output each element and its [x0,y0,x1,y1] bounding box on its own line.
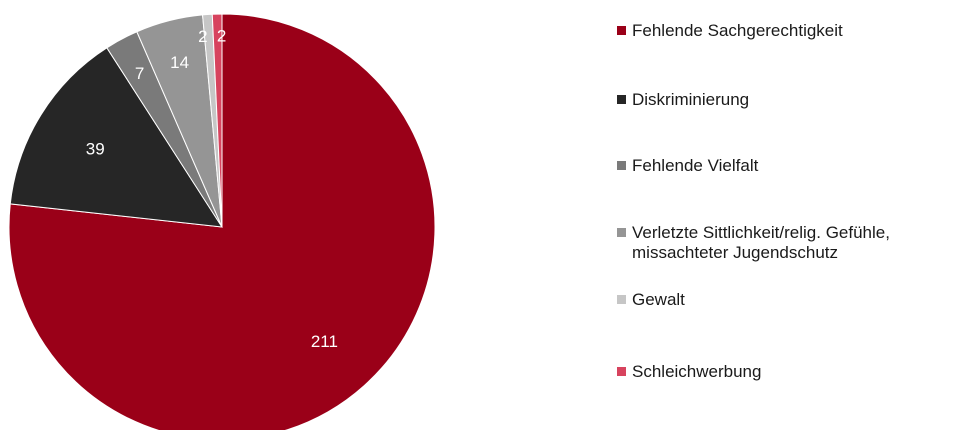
pie-chart: 211 39 7 14 2 2 [8,13,436,430]
legend-swatch [617,367,626,376]
legend-swatch [617,295,626,304]
pie-data-labels: 211 39 7 14 2 2 [86,26,338,351]
pie-slice [8,13,436,430]
pie-data-label: 2 [198,27,207,46]
legend-item: Diskriminierung [617,90,749,110]
legend-item: Fehlende Vielfalt [617,156,758,176]
legend-label: Diskriminierung [632,90,750,109]
pie-data-label: 14 [170,53,189,72]
legend-label: Verletzte Sittlichkeit/relig. Gefühle, m… [632,223,890,262]
legend-swatch [617,228,626,237]
legend-label: Fehlende Sachgerechtigkeit [632,21,843,40]
legend-item: Fehlende Sachgerechtigkeit [617,21,843,41]
legend-item: Schleichwerbung [617,362,761,382]
pie-data-label: 39 [86,140,105,159]
pie-data-label: 211 [311,332,338,351]
legend-label: Gewalt [632,290,685,309]
legend-label: Fehlende Vielfalt [632,156,759,175]
legend-swatch [617,26,626,35]
legend-item: Verletzte Sittlichkeit/relig. Gefühle, m… [617,223,890,263]
legend-label: Schleichwerbung [632,362,762,381]
pie-slices [8,13,436,430]
legend-item: Gewalt [617,290,685,310]
pie-data-label: 7 [135,64,144,83]
pie-data-label: 2 [217,26,226,45]
pie-slice [211,13,223,228]
pie-slice [9,47,223,228]
legend-swatch [617,95,626,104]
legend-swatch [617,161,626,170]
